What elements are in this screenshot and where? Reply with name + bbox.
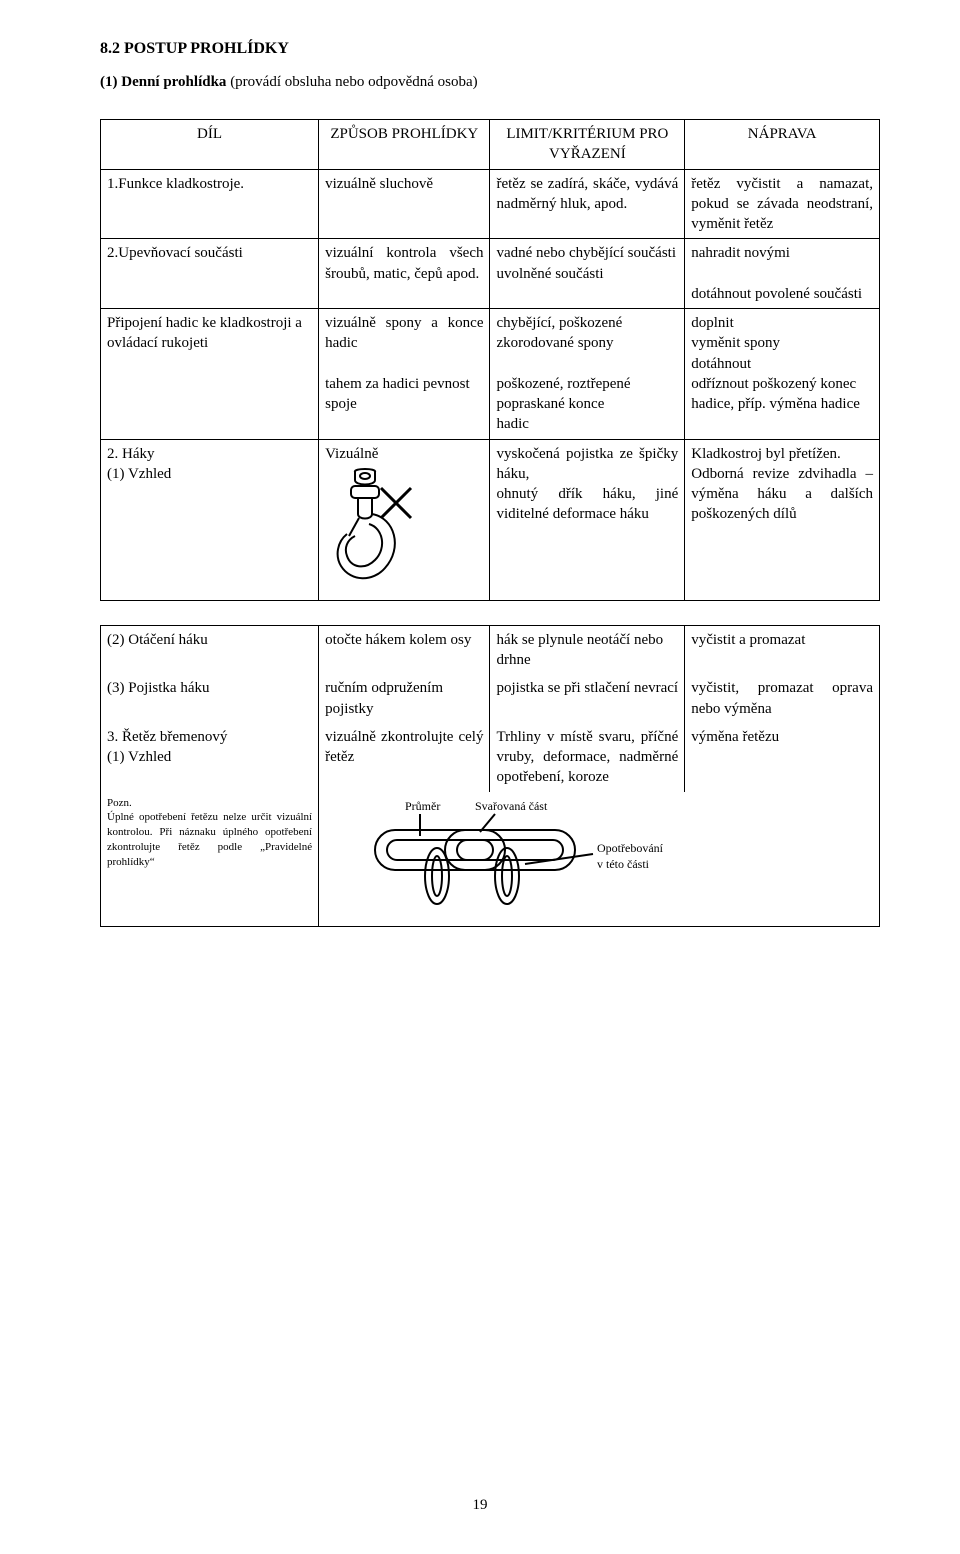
cell-zpusob: otočte hákem kolem osy [319,625,490,674]
inspection-table-2: (2) Otáčení háku otočte hákem kolem osy … [100,625,880,927]
label-wear1: Opotřebování [597,841,664,855]
table-row: Pozn. Úplné opotřebení řetězu nelze urči… [101,792,880,927]
cell-limit: vyskočená pojistka ze špičky háku, ohnut… [490,439,685,600]
inspection-table-1: DÍL ZPŮSOB PROHLÍDKY LIMIT/KRITÉRIUM PRO… [100,119,880,601]
label-diameter: Průměr [405,799,440,813]
label-wear2: v této části [597,857,650,871]
text: doplnit [691,315,734,331]
cell-dil: Připojení hadic ke kladkostroji a ovláda… [101,309,319,440]
header-naprava: NÁPRAVA [685,120,880,170]
cell-naprava: vyčistit, promazat oprava nebo výměna [685,674,880,723]
text: (1) Vzhled [107,466,171,482]
cell-limit: chybějící, poškozené zkorodované spony p… [490,309,685,440]
cell-naprava: Kladkostroj byl přetížen. Odborná revize… [685,439,880,600]
text: zkorodované spony [496,335,613,351]
subheading: (1) Denní prohlídka (provádí obsluha neb… [100,74,880,91]
note-heading: Pozn. [107,796,312,811]
text: (1) Vzhled [107,749,171,765]
cell-naprava: nahradit novými dotáhnout povolené součá… [685,239,880,309]
page-number: 19 [0,1497,960,1514]
table-row: (2) Otáčení háku otočte hákem kolem osy … [101,625,880,674]
cell-naprava: řetěz vyčistit a namazat, pokud se závad… [685,169,880,239]
header-zpusob: ZPŮSOB PROHLÍDKY [319,120,490,170]
text: hadic [496,416,528,432]
text: uvolněné součásti [496,266,603,282]
text: dotáhnout povolené součásti [691,284,873,304]
table-row: 1.Funkce kladkostroje. vizuálně sluchově… [101,169,880,239]
cell-zpusob: vizuálně zkontrolujte celý řetěz [319,723,490,792]
cell-chain-diagram: Průměr Svařovaná část Opotřebování v tét… [319,792,880,927]
section-heading: 8.2 POSTUP PROHLÍDKY [100,40,880,58]
table-row: 2. Háky (1) Vzhled Vizuálně [101,439,880,600]
text: nahradit novými [691,245,790,261]
text: vyměnit spony [691,335,780,351]
chain-link-icon: Průměr Svařovaná část Opotřebování v tét… [325,796,705,916]
text: odříznout poškozený konec hadice, příp. … [691,376,860,412]
text: dotáhnout [691,356,751,372]
cell-limit: Trhliny v místě svaru, příčné vruby, def… [490,723,685,792]
cell-dil: (3) Pojistka háku [101,674,319,723]
hook-icon [325,466,415,596]
table-row: 3. Řetěz břemenový (1) Vzhled vizuálně z… [101,723,880,792]
text: vizuálně spony a konce hadic [325,313,483,354]
cell-dil: 3. Řetěz břemenový (1) Vzhled [101,723,319,792]
label-welded: Svařovaná část [475,799,548,813]
cell-zpusob: Vizuálně [319,439,490,600]
cell-zpusob: vizuálně spony a konce hadic tahem za ha… [319,309,490,440]
cell-limit: pojistka se při stlačení nevrací [490,674,685,723]
text: Vizuálně [325,446,378,462]
cell-limit: řetěz se zadírá, skáče, vydává nadměrný … [490,169,685,239]
text: 2. Háky [107,446,155,462]
text: tahem za hadici pevnost spoje [325,376,470,412]
table-header-row: DÍL ZPŮSOB PROHLÍDKY LIMIT/KRITÉRIUM PRO… [101,120,880,170]
header-limit: LIMIT/KRITÉRIUM PRO VYŘAZENÍ [490,120,685,170]
cell-limit: hák se plynule neotáčí nebo drhne [490,625,685,674]
cell-dil: 1.Funkce kladkostroje. [101,169,319,239]
cell-zpusob: ručním odpružením pojistky [319,674,490,723]
cell-dil: 2.Upevňovací součásti [101,239,319,309]
subheading-bold: (1) Denní prohlídka [100,74,226,90]
cell-dil: 2. Háky (1) Vzhled [101,439,319,600]
table-row: (3) Pojistka háku ručním odpružením poji… [101,674,880,723]
text: poškozené, roztřepené popraskané konce [496,376,630,412]
note-body: Úplné opotřebení řetězu nelze určit vizu… [107,810,312,869]
cell-naprava: výměna řetězu [685,723,880,792]
cell-zpusob: vizuálně sluchově [319,169,490,239]
table-row: 2.Upevňovací součásti vizuální kontrola … [101,239,880,309]
table-row: Připojení hadic ke kladkostroji a ovláda… [101,309,880,440]
text: vadné nebo chybějící součásti [496,243,678,263]
text: chybějící, poškozené [496,315,622,331]
cell-zpusob: vizuální kontrola všech šroubů, matic, č… [319,239,490,309]
cell-limit: vadné nebo chybějící součásti uvolněné s… [490,239,685,309]
cell-dil: (2) Otáčení háku [101,625,319,674]
cell-naprava: vyčistit a promazat [685,625,880,674]
text: 3. Řetěz břemenový [107,729,227,745]
subheading-rest: (provádí obsluha nebo odpovědná osoba) [226,74,477,90]
header-dil: DÍL [101,120,319,170]
cell-note: Pozn. Úplné opotřebení řetězu nelze urči… [101,792,319,927]
cell-naprava: doplnit vyměnit spony dotáhnout odříznou… [685,309,880,440]
